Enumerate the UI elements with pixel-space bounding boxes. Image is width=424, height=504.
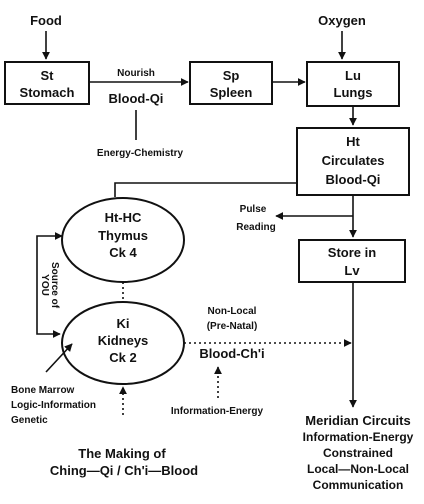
liver-box — [298, 239, 406, 283]
information-energy-label: Information-Energy — [171, 406, 264, 417]
kidneys-chakra: Ck 2 — [109, 350, 136, 365]
spleen-name: Spleen — [210, 85, 253, 100]
energy-chemistry-label: Energy-Chemistry — [97, 148, 184, 159]
blood-qi-label: Blood-Qi — [109, 91, 164, 106]
non-local-label: Non-Local — [208, 306, 257, 317]
meridian-local-nonlocal: Local—Non-Local — [307, 462, 409, 476]
source-of-you-bracket — [36, 232, 63, 338]
spleen-abbrev: Sp — [223, 68, 240, 83]
thymus-name: Thymus — [98, 228, 148, 243]
nourish-label: Nourish — [117, 68, 155, 79]
logic-information-label: Logic-Information — [11, 400, 96, 411]
meridian-title: Meridian Circuits — [305, 413, 410, 428]
food-label: Food — [30, 13, 62, 28]
lungs-abbrev: Lu — [345, 68, 361, 83]
kidneys-name: Kidneys — [98, 333, 149, 348]
thymus-chakra: Ck 4 — [109, 245, 137, 260]
liver-store: Store in — [328, 245, 376, 260]
bone-marrow-label: Bone Marrow — [11, 385, 75, 396]
stomach-name: Stomach — [20, 85, 75, 100]
heart-abbrev: Ht — [346, 134, 360, 149]
meridian-communication: Communication — [313, 478, 404, 492]
oxygen-label: Oxygen — [318, 13, 366, 28]
genetic-label: Genetic — [11, 415, 48, 426]
meridian-info-energy: Information-Energy — [303, 430, 414, 444]
bone-marrow-arrow — [45, 343, 73, 373]
heart-circulates: Circulates — [322, 153, 385, 168]
source-of-label: Source of — [49, 262, 60, 309]
liver-abbrev: Lv — [344, 263, 360, 278]
thymus-abbrev: Ht-HC — [105, 210, 142, 225]
caption-title: The Making of — [78, 446, 166, 461]
pulse-label: Pulse — [240, 204, 267, 215]
lungs-name: Lungs — [334, 85, 373, 100]
blood-chi-label: Blood-Ch'i — [199, 346, 264, 361]
kidneys-abbrev: Ki — [117, 316, 130, 331]
meridian-constrained: Constrained — [323, 446, 393, 460]
heart-to-thymus-line — [114, 182, 297, 197]
lungs-box — [306, 61, 400, 107]
heart-blood-qi: Blood-Qi — [326, 172, 381, 187]
stomach-abbrev: St — [41, 68, 55, 83]
reading-label: Reading — [236, 222, 275, 233]
stomach-box — [4, 61, 90, 105]
caption-subtitle: Ching—Qi / Ch'i—Blood — [50, 463, 198, 478]
spleen-box — [189, 61, 273, 105]
you-label: YOU — [39, 274, 50, 296]
pre-natal-label: (Pre-Natal) — [207, 321, 258, 332]
